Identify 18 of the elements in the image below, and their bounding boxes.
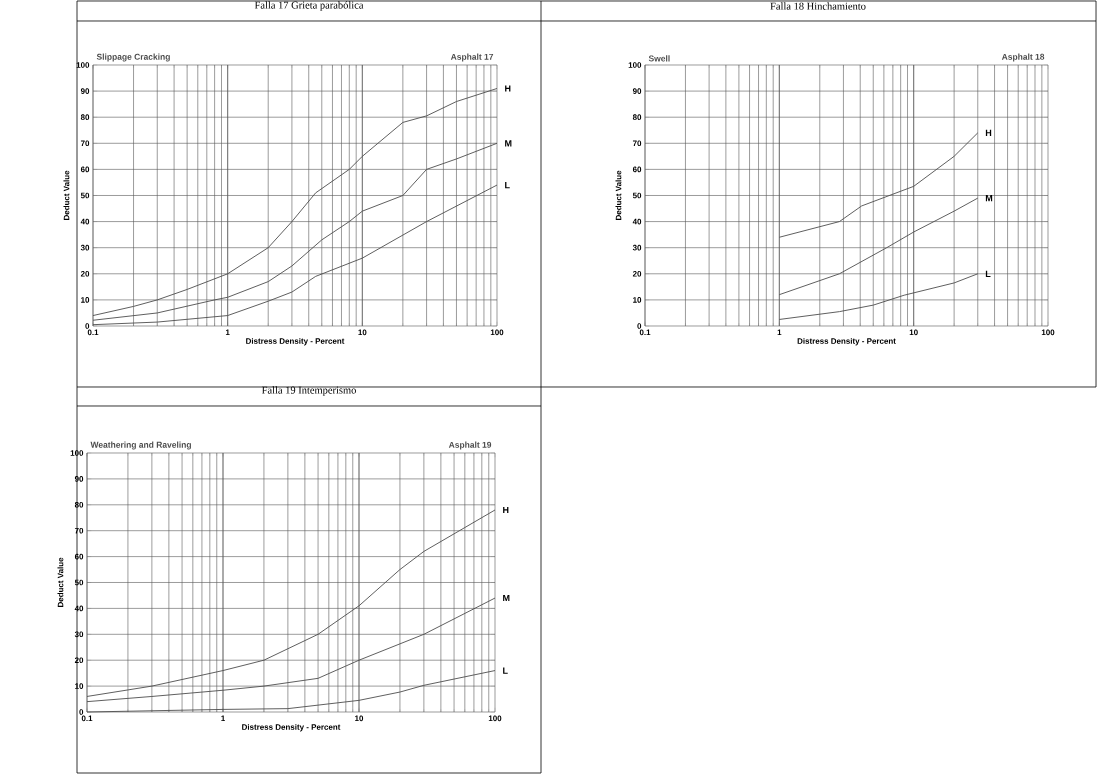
chart-subtitle: Slippage Cracking bbox=[96, 53, 170, 62]
chart-title: Falla 19 Intemperismo bbox=[261, 386, 356, 396]
chart-title: Falla 18 Hinchamiento bbox=[770, 2, 866, 10]
series-label: M bbox=[503, 594, 510, 602]
series-label: L bbox=[985, 270, 991, 277]
chart-subtitle: Weathering and Raveling bbox=[90, 441, 191, 450]
text: Asphalt 17 bbox=[450, 53, 494, 62]
series-label: H bbox=[985, 129, 992, 136]
series-label: M bbox=[985, 195, 993, 202]
series-label: H bbox=[505, 85, 511, 92]
chart-title: Falla 17 Grieta parabólica bbox=[254, 1, 364, 11]
series-label: M bbox=[505, 140, 512, 147]
text: Asphalt 19 bbox=[448, 441, 492, 450]
series-label: L bbox=[505, 181, 510, 189]
series-label: H bbox=[503, 506, 509, 514]
text: Asphalt 18 bbox=[1001, 53, 1045, 62]
chart-subtitle: Swell bbox=[648, 55, 670, 62]
series-label: L bbox=[503, 667, 508, 674]
